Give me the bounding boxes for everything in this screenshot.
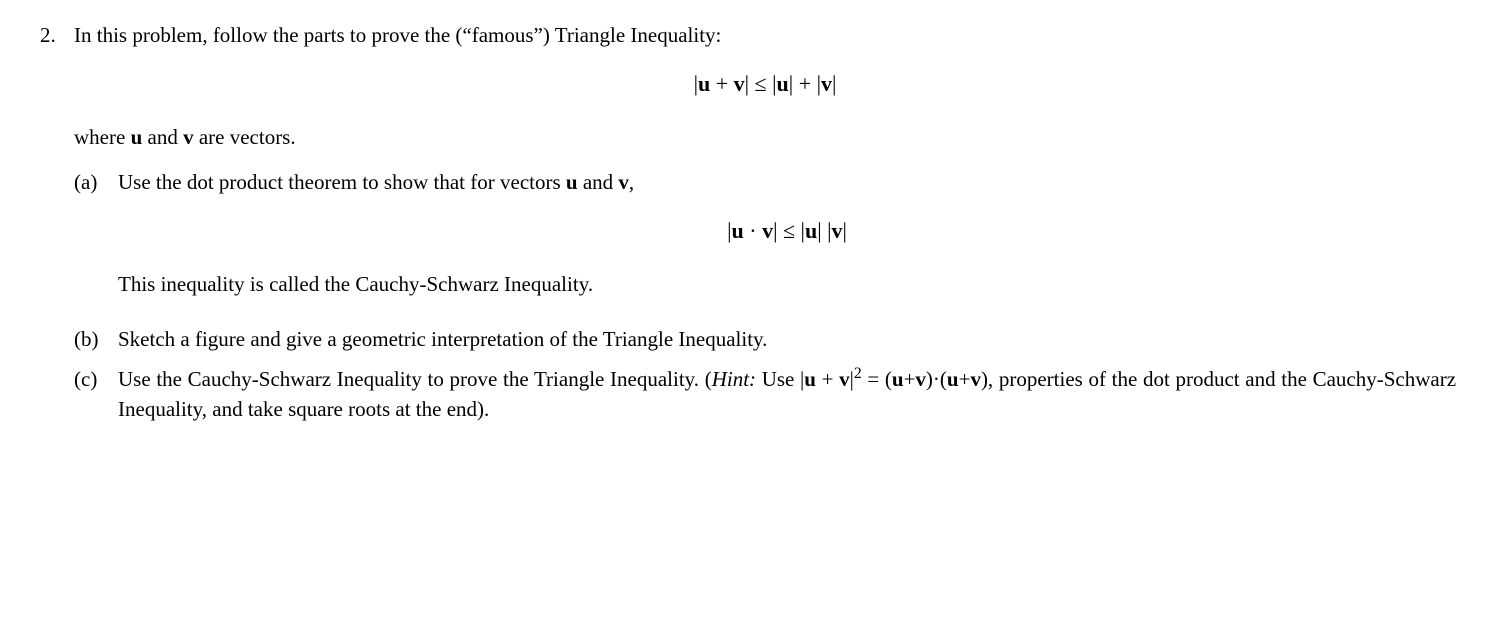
vector-u: u: [805, 218, 817, 243]
vector-v: v: [915, 367, 926, 391]
cauchy-schwarz-note: This inequality is called the Cauchy-Sch…: [118, 269, 1456, 299]
part-body-c: Use the Cauchy-Schwarz Inequality to pro…: [118, 364, 1456, 425]
plus: +: [793, 71, 816, 96]
where-and: and: [142, 125, 183, 149]
vector-v: v: [183, 125, 194, 149]
vector-u: u: [777, 71, 789, 96]
vector-u: u: [131, 125, 143, 149]
part-a-text: Use the dot product theorem to show that…: [118, 167, 1456, 197]
vector-u: u: [947, 367, 959, 391]
leq: ≤: [749, 71, 772, 96]
vector-v: v: [734, 71, 745, 96]
vector-v: v: [821, 71, 832, 96]
vector-v: v: [762, 218, 773, 243]
comma: ,: [629, 170, 634, 194]
close-dot: )·(: [926, 367, 947, 391]
vector-u: u: [731, 218, 743, 243]
eq: = (: [862, 367, 892, 391]
problem-body: In this problem, follow the parts to pro…: [74, 20, 1456, 435]
hint-label: Hint:: [712, 367, 756, 391]
dot: ·: [744, 218, 762, 243]
part-c: (c) Use the Cauchy-Schwarz Inequality to…: [74, 364, 1456, 425]
part-b: (b) Sketch a figure and give a geometric…: [74, 324, 1456, 354]
part-label-c: (c): [74, 364, 118, 394]
c-prefix: Use the Cauchy-Schwarz Inequality to pro…: [118, 367, 712, 391]
bar: |: [832, 71, 836, 96]
part-label-a: (a): [74, 167, 118, 197]
part-body-a: Use the dot product theorem to show that…: [118, 167, 1456, 314]
part-b-text: Sketch a figure and give a geometric int…: [118, 327, 767, 351]
vector-u: u: [892, 367, 904, 391]
part-label-b: (b): [74, 324, 118, 354]
hint-use: Use |: [756, 367, 804, 391]
vector-u: u: [566, 170, 578, 194]
plus: +: [959, 367, 971, 391]
bar: |: [843, 218, 847, 243]
vector-v: v: [839, 367, 850, 391]
intro-text: In this problem, follow the parts to pro…: [74, 20, 1456, 50]
vector-v: v: [970, 367, 981, 391]
leq: ≤: [777, 218, 800, 243]
plus: +: [710, 71, 733, 96]
where-line: where u and v are vectors.: [74, 122, 1456, 152]
where-suffix: are vectors.: [194, 125, 296, 149]
where-prefix: where: [74, 125, 131, 149]
prefix: Use the dot product theorem to show that…: [118, 170, 566, 194]
part-a: (a) Use the dot product theorem to show …: [74, 167, 1456, 314]
vector-v: v: [618, 170, 629, 194]
problem: 2. In this problem, follow the parts to …: [40, 20, 1456, 435]
vector-u: u: [698, 71, 710, 96]
plus: +: [904, 367, 916, 391]
squared: 2: [854, 365, 862, 382]
plus: +: [816, 367, 839, 391]
problem-number: 2.: [40, 20, 74, 50]
vector-u: u: [804, 367, 816, 391]
bar: |: [817, 218, 827, 243]
and: and: [578, 170, 619, 194]
vector-v: v: [832, 218, 843, 243]
triangle-inequality-display: |u + v| ≤ |u| + |v|: [74, 68, 1456, 100]
cauchy-schwarz-display: |u · v| ≤ |u| |v|: [118, 215, 1456, 247]
part-body-b: Sketch a figure and give a geometric int…: [118, 324, 1456, 354]
